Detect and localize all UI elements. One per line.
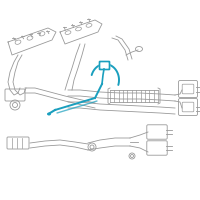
Ellipse shape (47, 112, 51, 116)
FancyBboxPatch shape (100, 62, 110, 70)
